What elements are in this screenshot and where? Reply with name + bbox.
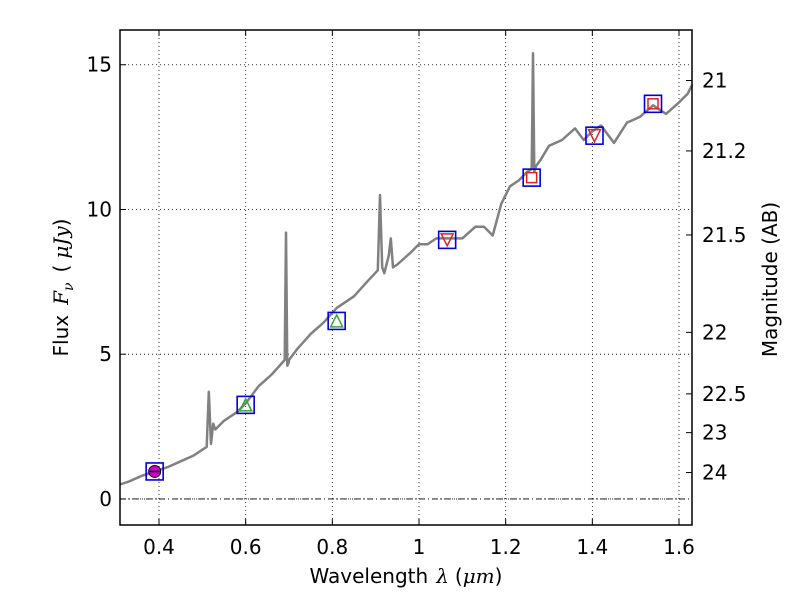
x-tick-label: 1 — [413, 535, 426, 559]
spectrum-line — [119, 51, 694, 486]
x-tick-label: 0.8 — [316, 535, 348, 559]
model-box — [585, 126, 604, 145]
photometry-markers — [145, 94, 663, 481]
mag-tick-label: 23 — [702, 421, 727, 445]
model-box — [236, 395, 255, 415]
y-tick-label: 5 — [99, 342, 112, 366]
y-axis-label: FluxFν(μJy) — [49, 219, 77, 357]
photometry-point — [145, 462, 164, 481]
observed-triangle — [329, 313, 344, 328]
x-tick-label: 0.4 — [143, 535, 175, 559]
axis-ticks: 0.4 0.6 0.8 1 1.2 1.4 1.6 0 5 10 15 21 21.2 21.5 22 22.… — [87, 30, 747, 559]
observed-triangle-down — [439, 233, 455, 248]
photometry-point — [437, 230, 457, 250]
model-box — [522, 168, 541, 187]
y-tick-label: 0 — [99, 487, 112, 511]
observed-square — [525, 171, 538, 184]
observed-triangle — [238, 397, 253, 412]
mag-tick-label: 22 — [702, 320, 727, 344]
observed-square — [647, 98, 659, 110]
model-box — [145, 462, 164, 481]
y-tick-label: 10 — [87, 197, 112, 221]
x-tick-label: 0.6 — [230, 535, 262, 559]
model-box — [643, 94, 663, 114]
x-tick-label: 1.6 — [663, 535, 695, 559]
gridlines — [120, 30, 692, 525]
photometry-point — [327, 311, 346, 331]
x-tick-label: 1.2 — [490, 535, 522, 559]
mag-tick-label: 24 — [702, 461, 727, 485]
observed-triangle-down — [587, 128, 602, 144]
x-tick-label: 1.4 — [576, 535, 608, 559]
photometry-point — [522, 168, 541, 187]
model-box — [327, 311, 346, 331]
y-tick-label: 15 — [87, 53, 112, 77]
photometry-point — [585, 126, 604, 145]
mag-tick-label: 21 — [702, 69, 727, 93]
y2-axis-label: Magnitude (AB) — [758, 202, 782, 357]
mag-tick-label: 22.5 — [702, 382, 747, 406]
x-axis-label: Wavelength λ (μm) — [310, 564, 503, 588]
photometry-point — [236, 395, 255, 415]
plot-frame — [119, 29, 693, 526]
model-box — [437, 230, 457, 250]
mag-tick-label: 21.2 — [702, 139, 747, 163]
spectrum-series — [119, 51, 694, 486]
photometry-point — [643, 94, 663, 114]
mag-tick-label: 21.5 — [702, 223, 747, 247]
